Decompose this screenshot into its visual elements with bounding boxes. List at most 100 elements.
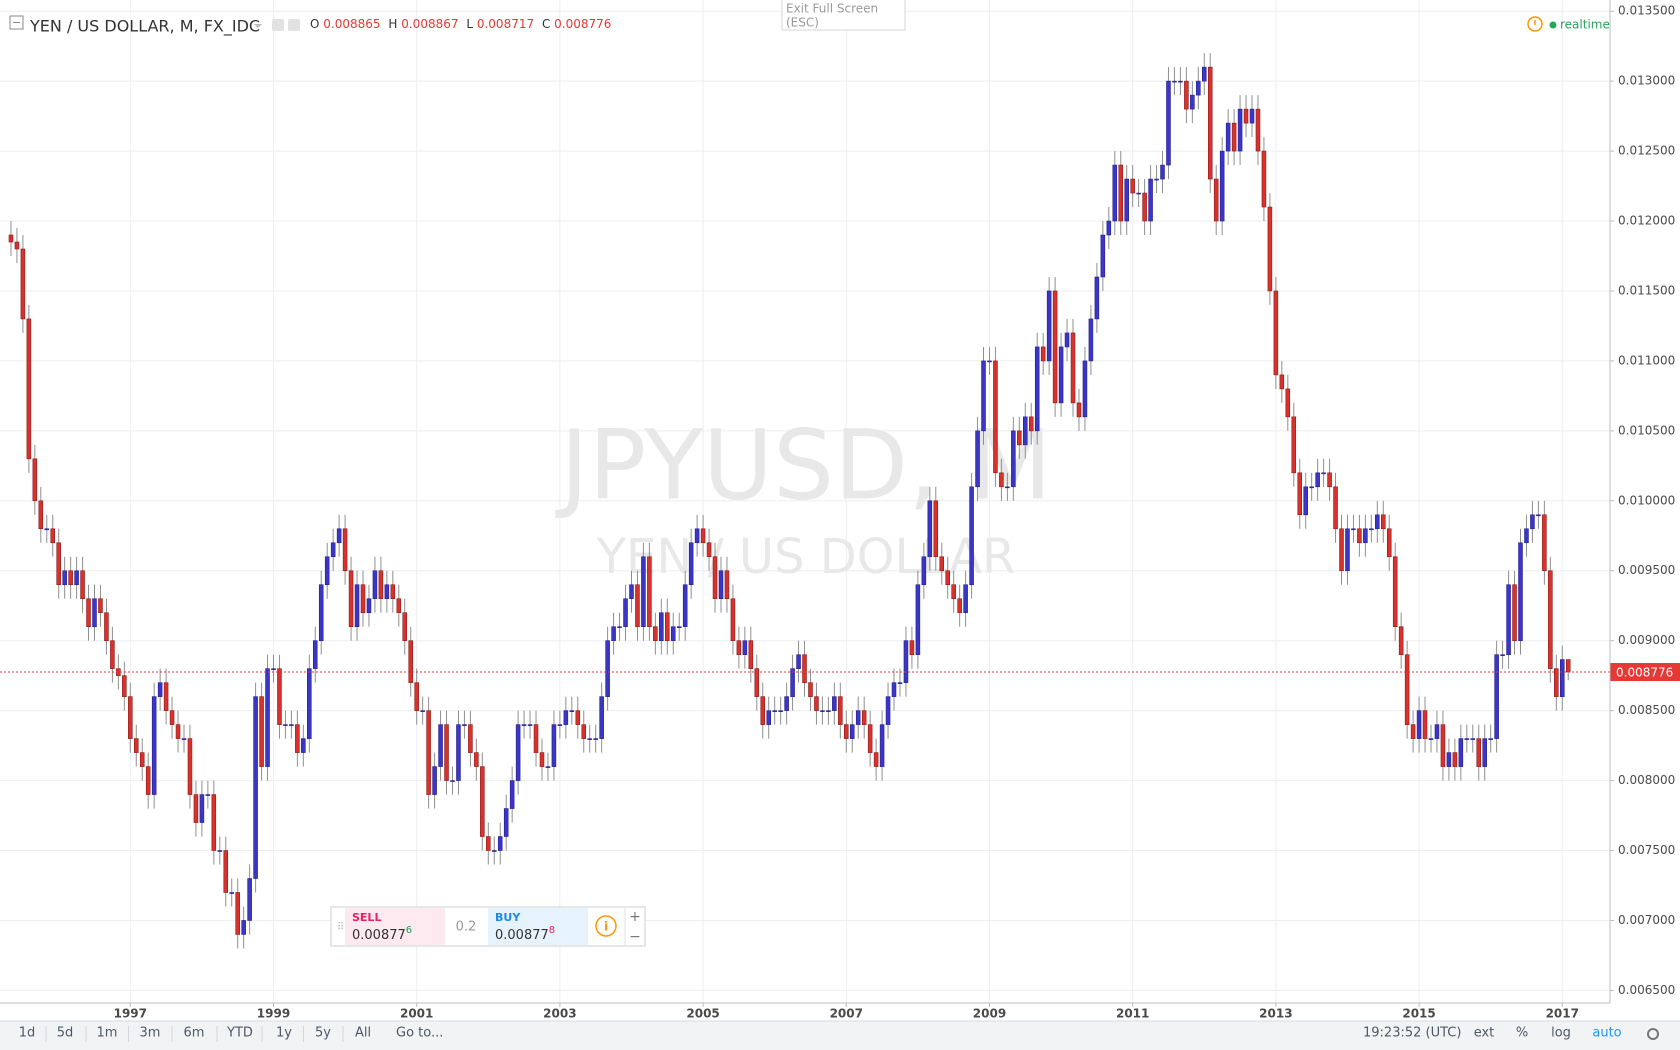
candle-body bbox=[503, 808, 509, 837]
candle-body bbox=[110, 640, 115, 669]
sell-label[interactable]: SELL bbox=[352, 911, 381, 924]
candle-body bbox=[324, 556, 330, 586]
candle-body bbox=[175, 724, 181, 739]
candle-body bbox=[366, 598, 372, 614]
range-button[interactable]: 6m bbox=[184, 1026, 205, 1041]
trade-minus[interactable]: − bbox=[629, 929, 641, 945]
candle-body bbox=[1070, 332, 1076, 404]
candle-body bbox=[545, 766, 551, 768]
x-tick-label: 2015 bbox=[1402, 1007, 1435, 1021]
candle-body bbox=[802, 654, 807, 683]
candle-body bbox=[563, 710, 569, 725]
candle-body bbox=[68, 570, 73, 586]
candle-body bbox=[133, 738, 139, 753]
candle-body bbox=[1536, 514, 1541, 517]
candle-body bbox=[1333, 486, 1338, 530]
candle-body bbox=[301, 738, 306, 753]
candle-body bbox=[1064, 332, 1070, 348]
range-button[interactable]: 3m bbox=[140, 1026, 161, 1041]
eye-icon[interactable] bbox=[272, 19, 284, 31]
candle-body bbox=[724, 570, 730, 600]
candle-body bbox=[927, 500, 933, 558]
candle-body bbox=[808, 682, 813, 697]
candle-body bbox=[605, 640, 610, 697]
candle-body bbox=[497, 836, 503, 851]
x-tick-label: 2017 bbox=[1546, 1007, 1579, 1021]
candle-body bbox=[1178, 80, 1183, 83]
candle-body bbox=[1345, 528, 1350, 572]
candle-body bbox=[1321, 472, 1326, 475]
candle-body bbox=[253, 696, 258, 879]
candle-body bbox=[509, 780, 515, 809]
candle-body bbox=[145, 766, 151, 795]
range-button[interactable]: 5y bbox=[315, 1026, 331, 1041]
exit-full-screen-key[interactable]: (ESC) bbox=[786, 16, 819, 30]
range-button[interactable]: YTD bbox=[226, 1026, 253, 1041]
ohlc-label: O bbox=[310, 17, 319, 31]
exit-full-screen[interactable] bbox=[781, 0, 906, 31]
range-button[interactable]: 1d bbox=[19, 1026, 36, 1041]
candle-body bbox=[1428, 738, 1434, 740]
candle-body bbox=[647, 556, 652, 628]
candle-body bbox=[1202, 66, 1207, 82]
option-button[interactable]: % bbox=[1516, 1026, 1528, 1041]
candle-body bbox=[247, 878, 252, 921]
go-to-button[interactable]: Go to... bbox=[396, 1026, 443, 1041]
range-button[interactable]: 1m bbox=[97, 1026, 118, 1041]
candle-body bbox=[1554, 668, 1559, 697]
range-button[interactable]: 5d bbox=[57, 1026, 74, 1041]
buy-label[interactable]: BUY bbox=[495, 911, 521, 924]
option-button[interactable]: auto bbox=[1592, 1026, 1621, 1041]
candle-body bbox=[796, 654, 801, 669]
candle-body bbox=[826, 710, 831, 712]
buy-button[interactable] bbox=[488, 908, 588, 945]
candle-body bbox=[193, 794, 199, 823]
candle-body bbox=[1422, 710, 1428, 739]
warning-icon[interactable] bbox=[1527, 16, 1543, 32]
candle-body bbox=[700, 528, 706, 544]
toolbar-buttons: 1d 5d 1m 3m 6m YTD 1y 5y All Go to... 19:23:52 (UT… bbox=[19, 1026, 1622, 1042]
range-button[interactable]: All bbox=[355, 1026, 371, 1041]
title-dropdown[interactable] bbox=[254, 24, 262, 28]
candle-body bbox=[20, 248, 26, 320]
y-tick-label: 0.006500 bbox=[1618, 983, 1675, 997]
ohlc-value: 0.008865 bbox=[323, 17, 380, 31]
chart-title[interactable]: YEN / US DOLLAR, M, FX_IDC bbox=[29, 17, 260, 37]
candle-body bbox=[1237, 108, 1243, 152]
candle-body bbox=[748, 640, 754, 669]
sell-price[interactable]: 0.00877 bbox=[352, 928, 406, 943]
settings-icon[interactable] bbox=[288, 19, 300, 31]
candle-body bbox=[396, 598, 402, 614]
buy-quote[interactable]: 0.008778 bbox=[495, 925, 555, 943]
candle-body bbox=[50, 528, 56, 544]
buy-pip[interactable]: 8 bbox=[549, 925, 555, 936]
sell-button[interactable] bbox=[345, 908, 445, 945]
candle-body bbox=[1458, 738, 1464, 767]
range-button[interactable]: 1y bbox=[276, 1026, 292, 1041]
candle-body bbox=[1440, 724, 1446, 767]
candle-body bbox=[1434, 724, 1440, 739]
candle-body bbox=[450, 780, 455, 782]
candle-body bbox=[330, 542, 336, 558]
candle-body bbox=[92, 598, 97, 628]
exit-full-screen-label[interactable]: Exit Full Screen bbox=[786, 2, 878, 16]
candle-body bbox=[169, 710, 175, 725]
buy-price[interactable]: 0.00877 bbox=[495, 928, 549, 943]
candle-body bbox=[635, 584, 640, 628]
settings-gear[interactable] bbox=[1647, 1028, 1659, 1040]
option-button[interactable]: log bbox=[1551, 1026, 1571, 1041]
candle-body bbox=[1357, 528, 1362, 544]
sell-quote[interactable]: 0.008776 bbox=[352, 925, 412, 943]
ohlc-label: H bbox=[388, 17, 397, 31]
drag-handle[interactable]: ⠿ bbox=[337, 922, 344, 933]
option-button[interactable]: ext bbox=[1474, 1026, 1495, 1041]
sell-pip[interactable]: 6 bbox=[406, 925, 412, 936]
candle-body bbox=[1058, 346, 1064, 404]
candle-body bbox=[665, 612, 670, 641]
info-icon[interactable] bbox=[595, 915, 617, 937]
candle-body bbox=[1500, 654, 1505, 656]
candle-body bbox=[682, 584, 688, 628]
trade-plus[interactable]: + bbox=[629, 909, 641, 925]
y-tick-label: 0.013000 bbox=[1618, 74, 1675, 88]
candle-body bbox=[712, 556, 718, 600]
